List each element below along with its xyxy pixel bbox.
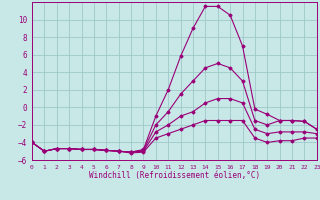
X-axis label: Windchill (Refroidissement éolien,°C): Windchill (Refroidissement éolien,°C): [89, 171, 260, 180]
